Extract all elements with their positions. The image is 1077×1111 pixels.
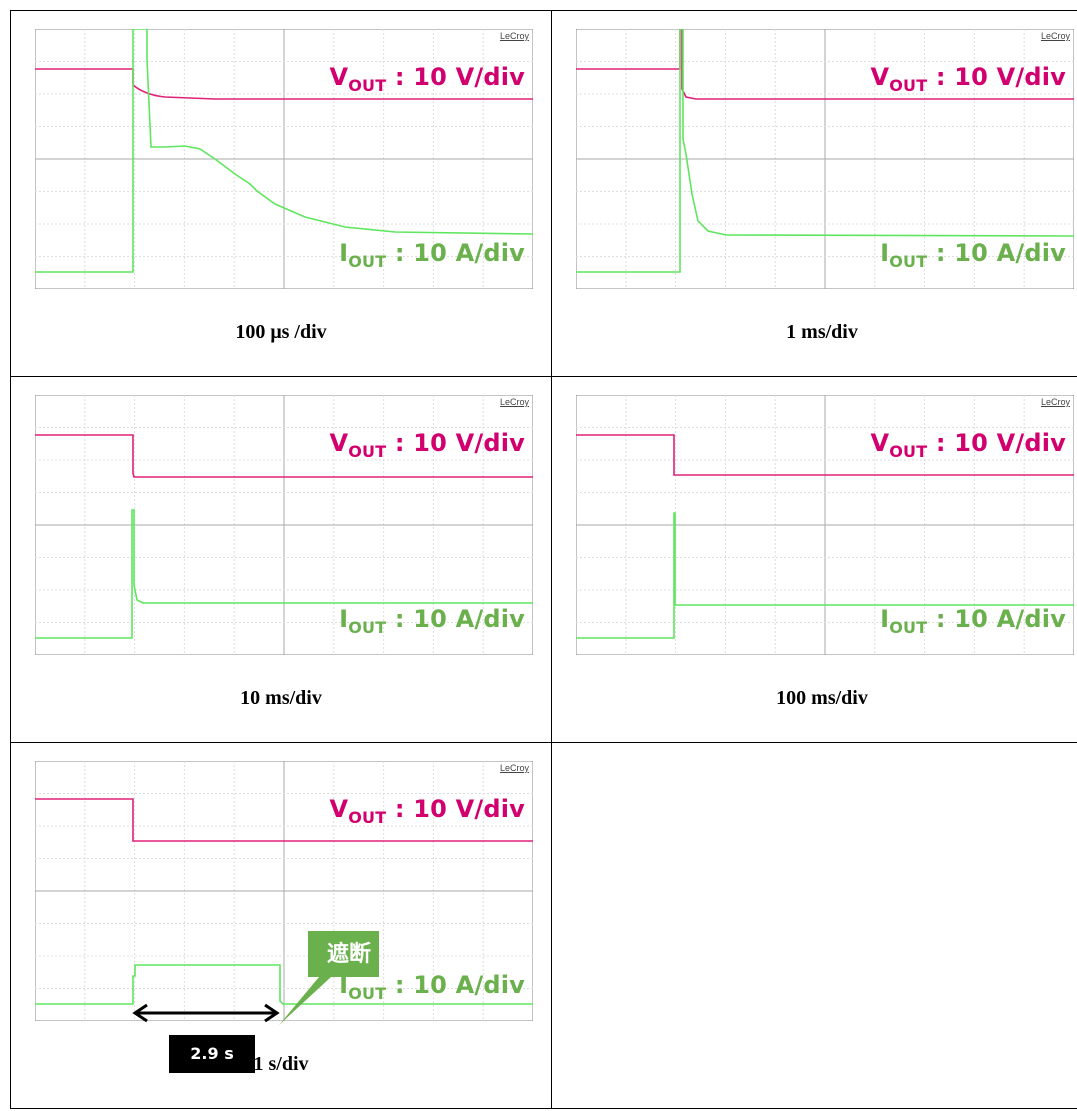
iout-label-sub: OUT bbox=[889, 252, 928, 271]
iout-trace bbox=[576, 29, 1074, 273]
callout-bubble bbox=[279, 931, 379, 1025]
timebase-caption: 100 μs /div bbox=[235, 321, 327, 343]
brand-logo: LeCroy bbox=[499, 763, 529, 773]
vout-label-scale: : 10 V/div bbox=[386, 63, 525, 91]
vout-label: VOUT : 10 V/div bbox=[870, 429, 1066, 461]
vout-label-main: V bbox=[329, 795, 349, 823]
vout-label: VOUT : 10 V/div bbox=[329, 795, 525, 827]
callout-text: 遮断 bbox=[326, 942, 371, 967]
vout-label: VOUT : 10 V/div bbox=[329, 63, 525, 95]
iout-label: IOUT : 10 A/div bbox=[339, 971, 525, 1003]
timebase-caption: 1 s/div bbox=[253, 1053, 309, 1075]
arrow-head-right bbox=[264, 1003, 280, 1023]
timebase-caption: 10 ms/div bbox=[240, 687, 322, 709]
iout-label-scale: : 10 A/div bbox=[927, 605, 1066, 633]
brand-logo: LeCroy bbox=[499, 31, 529, 41]
iout-label: IOUT : 10 A/div bbox=[339, 239, 525, 271]
vout-trace bbox=[576, 434, 1074, 476]
duration-arrow bbox=[132, 1003, 280, 1023]
panel-cell: LeCroy VOUT : 10 V/div IOUT : 10 A/div 1… bbox=[10, 742, 552, 1109]
duration-label: 2.9 s bbox=[169, 1035, 255, 1073]
vout-label-sub: OUT bbox=[889, 442, 928, 461]
iout-label: IOUT : 10 A/div bbox=[880, 239, 1066, 271]
timebase-caption: 100 ms/div bbox=[776, 687, 868, 709]
iout-label-main: I bbox=[339, 605, 349, 633]
vout-trace bbox=[35, 434, 533, 478]
vout-trace bbox=[35, 798, 533, 842]
vout-label-main: V bbox=[870, 429, 890, 457]
iout-label: IOUT : 10 A/div bbox=[339, 605, 525, 637]
vout-label-sub: OUT bbox=[889, 76, 928, 95]
oscilloscope-screen bbox=[35, 29, 533, 289]
iout-label-main: I bbox=[339, 971, 349, 999]
brand-logo: LeCroy bbox=[1040, 31, 1070, 41]
vout-label-scale: : 10 V/div bbox=[386, 429, 525, 457]
iout-label-main: I bbox=[880, 239, 890, 267]
arrow-head-left bbox=[132, 1003, 148, 1023]
panel-cell: LeCroy VOUT : 10 V/div IOUT : 10 A/div 1… bbox=[551, 10, 1077, 377]
brand-logo: LeCroy bbox=[1040, 397, 1070, 407]
iout-trace bbox=[35, 29, 533, 273]
vout-label-main: V bbox=[329, 63, 349, 91]
callout-shape bbox=[279, 931, 379, 1025]
vout-label-sub: OUT bbox=[348, 442, 387, 461]
iout-label-scale: : 10 A/div bbox=[386, 239, 525, 267]
oscilloscope-screen bbox=[576, 29, 1074, 289]
iout-label-main: I bbox=[339, 239, 349, 267]
vout-label-scale: : 10 V/div bbox=[386, 795, 525, 823]
vout-label-main: V bbox=[329, 429, 349, 457]
oscilloscope-screen bbox=[576, 395, 1074, 655]
panel-cell: LeCroy VOUT : 10 V/div IOUT : 10 A/div 1… bbox=[10, 10, 552, 377]
vout-label-scale: : 10 V/div bbox=[927, 63, 1066, 91]
iout-label-scale: : 10 A/div bbox=[386, 971, 525, 999]
iout-label-sub: OUT bbox=[348, 618, 387, 637]
vout-label-sub: OUT bbox=[348, 76, 387, 95]
panel-cell: LeCroy VOUT : 10 V/div IOUT : 10 A/div 1… bbox=[551, 376, 1077, 743]
brand-logo: LeCroy bbox=[499, 397, 529, 407]
iout-label-main: I bbox=[880, 605, 890, 633]
empty-cell bbox=[551, 742, 1077, 1109]
iout-trace bbox=[576, 512, 1074, 639]
vout-label: VOUT : 10 V/div bbox=[329, 429, 525, 461]
vout-label-sub: OUT bbox=[348, 808, 387, 827]
timebase-caption: 1 ms/div bbox=[786, 321, 858, 343]
iout-trace bbox=[35, 964, 533, 1005]
vout-label: VOUT : 10 V/div bbox=[870, 63, 1066, 95]
iout-label-scale: : 10 A/div bbox=[927, 239, 1066, 267]
vout-label-scale: : 10 V/div bbox=[927, 429, 1066, 457]
iout-label-scale: : 10 A/div bbox=[386, 605, 525, 633]
iout-label-sub: OUT bbox=[889, 618, 928, 637]
iout-label: IOUT : 10 A/div bbox=[880, 605, 1066, 637]
panel-cell: LeCroy VOUT : 10 V/div IOUT : 10 A/div 1… bbox=[10, 376, 552, 743]
iout-label-sub: OUT bbox=[348, 252, 387, 271]
vout-label-main: V bbox=[870, 63, 890, 91]
iout-trace bbox=[35, 509, 533, 639]
oscilloscope-screen bbox=[35, 395, 533, 655]
oscilloscope-screen bbox=[35, 761, 533, 1021]
iout-label-sub: OUT bbox=[348, 984, 387, 1003]
scope-grid-table: LeCroy VOUT : 10 V/div IOUT : 10 A/div 1… bbox=[10, 10, 1077, 1109]
